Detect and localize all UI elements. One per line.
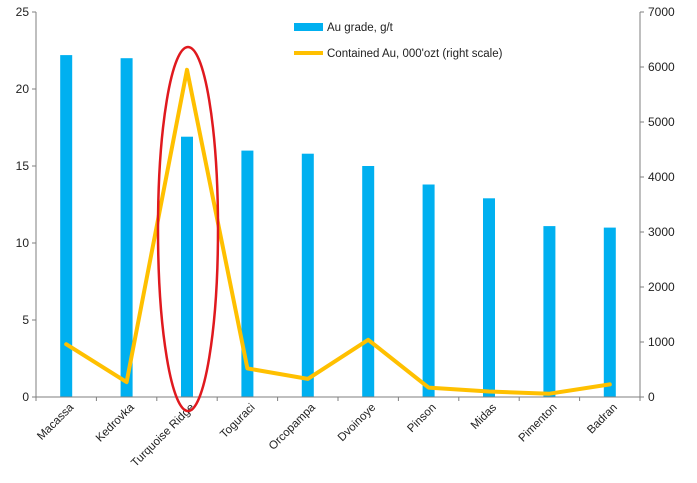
bar-badran (603, 227, 616, 397)
legend: Au grade, g/t Contained Au, 000'ozt (rig… (294, 22, 503, 60)
left-tick-label: 0 (22, 390, 29, 404)
contained-au-line (64, 67, 612, 396)
left-tick-label: 10 (16, 236, 30, 250)
right-axis-ticks: 0 1000 2000 3000 4000 5000 6000 7000 (640, 5, 675, 404)
legend-bar-swatch (294, 23, 323, 31)
left-tick-label: 20 (16, 82, 30, 96)
bar-series (60, 55, 616, 397)
left-tick-label: 5 (22, 313, 29, 327)
bar-pimenton (543, 226, 556, 397)
right-tick-label: 4000 (648, 170, 675, 184)
left-axis-ticks: 0 5 10 15 20 25 (16, 5, 36, 404)
bar-pinson (422, 184, 435, 397)
right-tick-label: 5000 (648, 115, 675, 129)
category-label: Pimenton (517, 402, 560, 445)
bar-orcopampa (301, 153, 314, 397)
category-label: Kedrovka (94, 401, 137, 444)
bar-midas (483, 198, 495, 397)
right-tick-label: 2000 (648, 280, 675, 294)
highlight-ellipse (156, 45, 220, 413)
category-label: Pinson (405, 402, 438, 435)
category-label: Dvoinoye (336, 402, 378, 444)
right-tick-label: 7000 (648, 5, 675, 19)
category-label: Toguraci (218, 402, 257, 441)
category-label: Midas (469, 401, 499, 431)
right-tick-label: 0 (648, 390, 655, 404)
category-label: Badran (585, 402, 620, 437)
left-tick-label: 25 (16, 5, 30, 19)
line-series (64, 67, 612, 396)
right-tick-label: 6000 (648, 60, 675, 74)
right-tick-label: 1000 (648, 335, 675, 349)
bar-turquoise-ridge (181, 136, 193, 397)
category-label: Orcopampa (267, 401, 318, 452)
bar-kedrovka (120, 58, 133, 397)
bar-dvoinoye (362, 166, 375, 397)
legend-line-label: Contained Au, 000'ozt (right scale) (327, 48, 503, 60)
left-tick-label: 15 (16, 159, 30, 173)
bar-macassa (60, 55, 73, 397)
right-tick-label: 3000 (648, 225, 675, 239)
bar-toguraci (241, 150, 254, 397)
category-label: Macassa (35, 401, 76, 442)
legend-bar-label: Au grade, g/t (327, 22, 394, 34)
